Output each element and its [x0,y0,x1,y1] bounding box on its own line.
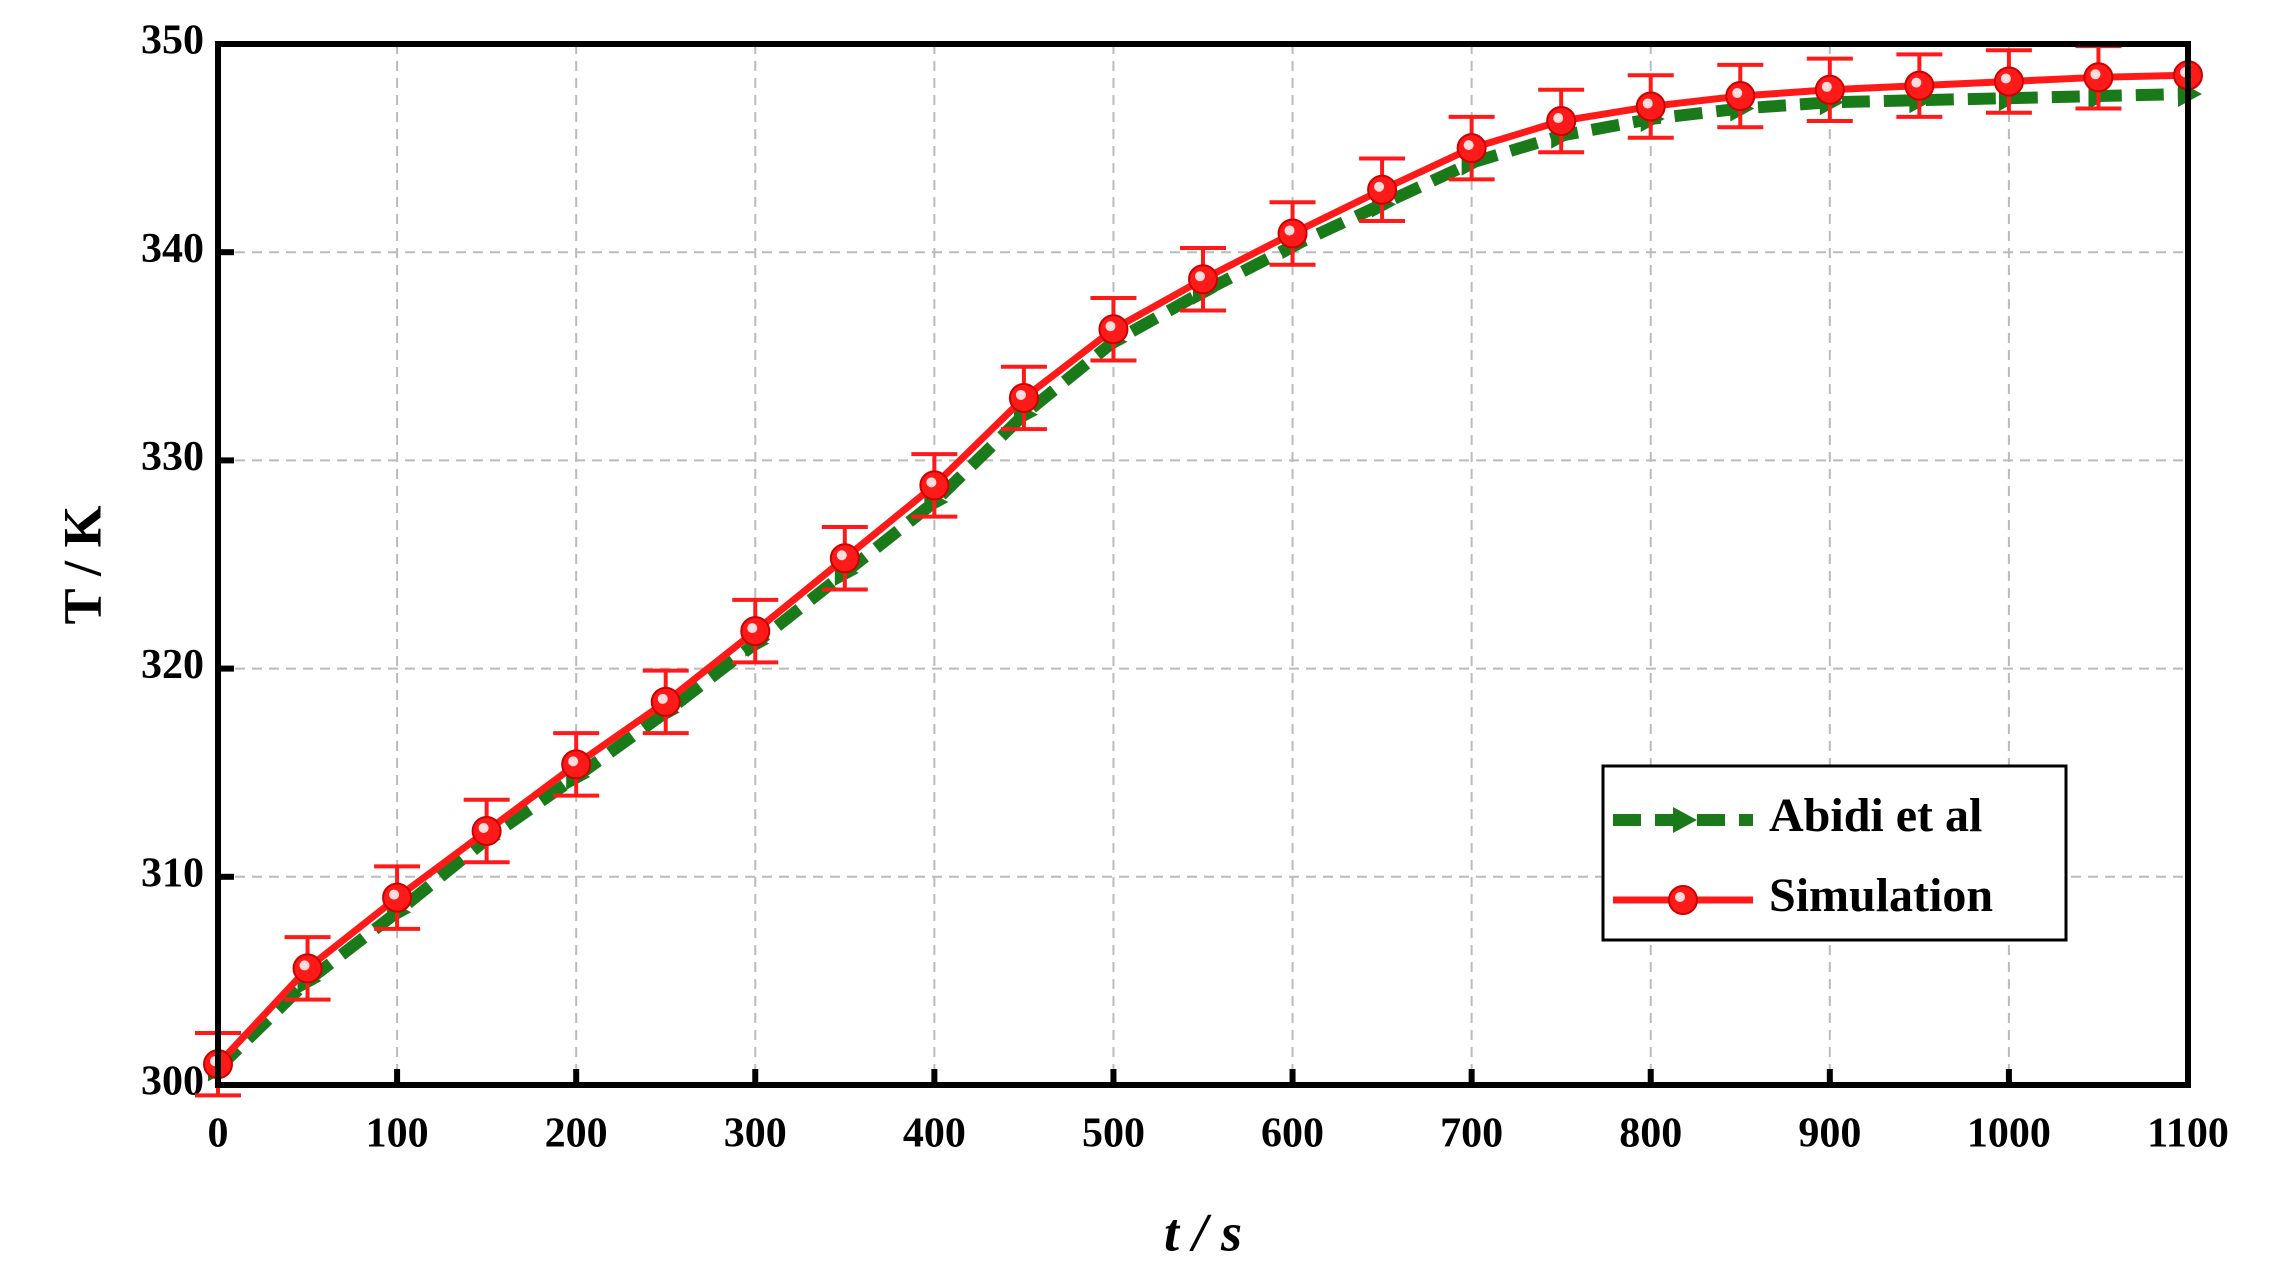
x-tick-label: 500 [1082,1111,1145,1157]
marker-highlight [1463,140,1474,151]
marker-highlight [1284,225,1295,236]
marker-highlight [926,477,937,488]
y-tick-label: 310 [141,850,204,896]
y-tick-label: 330 [141,434,204,480]
marker-highlight [1374,181,1385,192]
marker-highlight [657,693,668,704]
marker-highlight [747,623,758,634]
x-tick-label: 800 [1619,1111,1682,1157]
x-tick-label: 700 [1440,1111,1503,1157]
marker-highlight [478,822,489,833]
marker-highlight [2000,73,2011,84]
marker-highlight [836,550,847,561]
x-tick-label: 200 [545,1111,608,1157]
marker-highlight [1642,98,1653,109]
plot-frame [215,41,2191,1088]
legend-marker-highlight [1675,892,1685,902]
marker-highlight [2090,69,2101,80]
legend-label: Abidi et al [1769,789,1982,842]
marker-highlight [1821,81,1832,92]
x-axis-label: t / s [1164,1202,1242,1262]
marker-highlight [568,756,579,767]
marker-highlight [1732,88,1743,99]
y-tick-label: 320 [141,642,204,688]
x-tick-label: 600 [1261,1111,1324,1157]
marker-highlight [1911,77,1922,88]
x-tick-label: 300 [724,1111,787,1157]
legend-marker [1673,807,1697,833]
y-tick-label: 350 [141,18,204,64]
y-tick-label: 340 [141,226,204,272]
x-tick-label: 900 [1798,1111,1861,1157]
legend: Abidi et al Simulation [1601,764,2068,942]
series-line [213,87,2189,1073]
x-tick-label: 1100 [2147,1111,2229,1157]
marker-highlight [1195,271,1205,282]
x-tick-label: 1000 [1967,1111,2051,1157]
x-tick-label: 0 [208,1111,229,1157]
marker-highlight [299,960,310,971]
marker-highlight [389,889,400,900]
x-tick-label: 100 [366,1111,429,1157]
marker-highlight [1105,321,1116,332]
marker-highlight [1015,389,1026,400]
legend-label: Simulation [1769,869,1993,922]
y-axis-label: T / K [52,505,112,624]
y-tick-label: 300 [141,1059,204,1105]
x-tick-label: 400 [903,1111,966,1157]
marker-highlight [1553,113,1564,124]
